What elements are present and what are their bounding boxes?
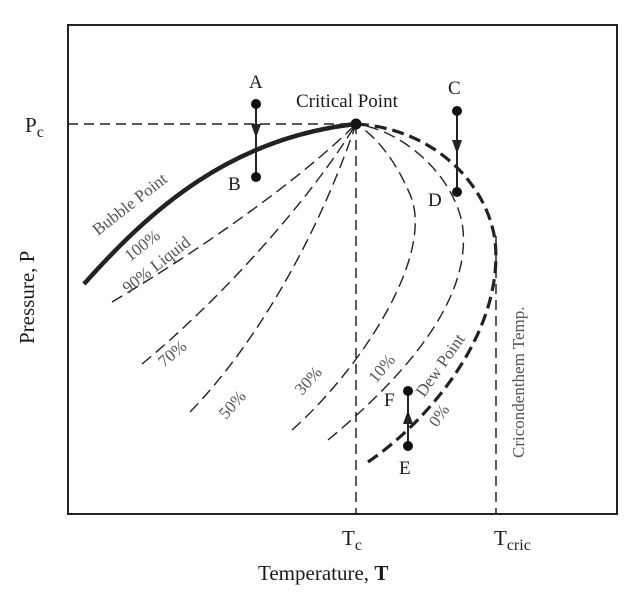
critical-point-marker: [350, 118, 362, 130]
y-axis-title: Pressure, P: [15, 251, 39, 344]
point-b-marker: [251, 172, 261, 182]
quality-line-30: [291, 123, 416, 431]
point-a-label: A: [249, 72, 263, 93]
plot-frame: [67, 24, 618, 515]
point-f-label: F: [384, 390, 395, 411]
quality-label-70: 70%: [154, 336, 190, 371]
point-e-label: E: [399, 458, 411, 479]
arrow-cd-icon: [452, 140, 462, 154]
bubble-point-label: Bubble Point: [89, 169, 171, 239]
quality-line-10: [327, 123, 465, 441]
point-e-marker: [403, 441, 413, 451]
quality-line-70: [141, 123, 357, 365]
quality-label-10: 10%: [365, 350, 400, 386]
quality-line-90: [111, 123, 357, 303]
pc-label: Pc: [25, 113, 44, 141]
quality-line-50: [189, 123, 357, 413]
point-d-label: D: [428, 190, 442, 211]
arrow-ef-icon: [403, 410, 413, 424]
point-c-marker: [452, 106, 462, 116]
quality-label-0: 0%: [425, 401, 454, 430]
quality-label-50: 50%: [215, 387, 250, 423]
tc-label: Tc: [342, 526, 362, 554]
x-axis-title: Temperature, T: [258, 561, 388, 585]
point-c-label: C: [448, 78, 461, 99]
critical-point-label: Critical Point: [296, 91, 399, 112]
tcric-label: Tcric: [494, 526, 531, 554]
quality-label-30: 30%: [291, 363, 326, 399]
arrow-ab-icon: [251, 124, 261, 138]
cricondentherm-label: Cricondenthem Temp.: [509, 307, 528, 458]
bubble-point-curve: [82, 121, 357, 286]
dew-point-curve: [355, 122, 498, 464]
point-a-marker: [251, 99, 261, 109]
point-b-label: B: [228, 174, 241, 195]
point-f-marker: [403, 386, 413, 396]
point-d-marker: [452, 187, 462, 197]
